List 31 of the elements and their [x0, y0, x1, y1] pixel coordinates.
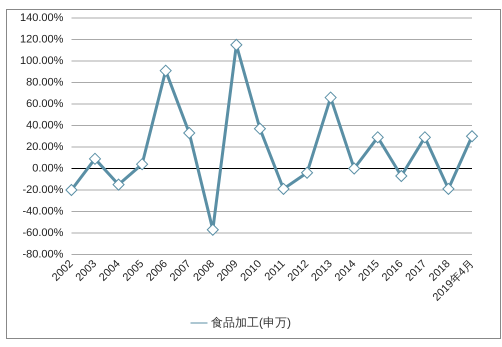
- legend-label: 食品加工(申万): [211, 315, 292, 330]
- point: [183, 127, 196, 140]
- point: [418, 131, 431, 144]
- y-tick-label: 20.00%: [26, 141, 64, 154]
- y-tick-label: -40.00%: [22, 206, 64, 218]
- point: [348, 162, 360, 174]
- point: [395, 170, 408, 182]
- point: [324, 92, 337, 104]
- y-tick-label: 0.00%: [32, 162, 64, 175]
- y-tick-label: 140.00%: [20, 12, 64, 24]
- point: [442, 182, 454, 195]
- y-tick-label: 120.00%: [20, 34, 64, 46]
- y-tick-label: 40.00%: [26, 120, 64, 132]
- y-tick-label: -60.00%: [22, 227, 64, 240]
- point: [65, 184, 78, 196]
- point: [466, 130, 478, 142]
- y-tick-label: -20.00%: [22, 184, 64, 196]
- point: [160, 64, 172, 77]
- y-tick-label: -80.00%: [22, 248, 64, 261]
- y-tick-label: 80.00%: [26, 76, 64, 89]
- point: [254, 122, 266, 135]
- point: [88, 152, 101, 165]
- point: [277, 182, 290, 195]
- y-tick-label: 100.00%: [20, 55, 64, 68]
- point: [372, 131, 384, 144]
- point: [206, 224, 219, 236]
- point: [112, 178, 125, 191]
- point: [301, 166, 314, 179]
- point: [136, 158, 148, 170]
- point: [230, 38, 242, 51]
- y-tick-label: 60.00%: [26, 98, 64, 110]
